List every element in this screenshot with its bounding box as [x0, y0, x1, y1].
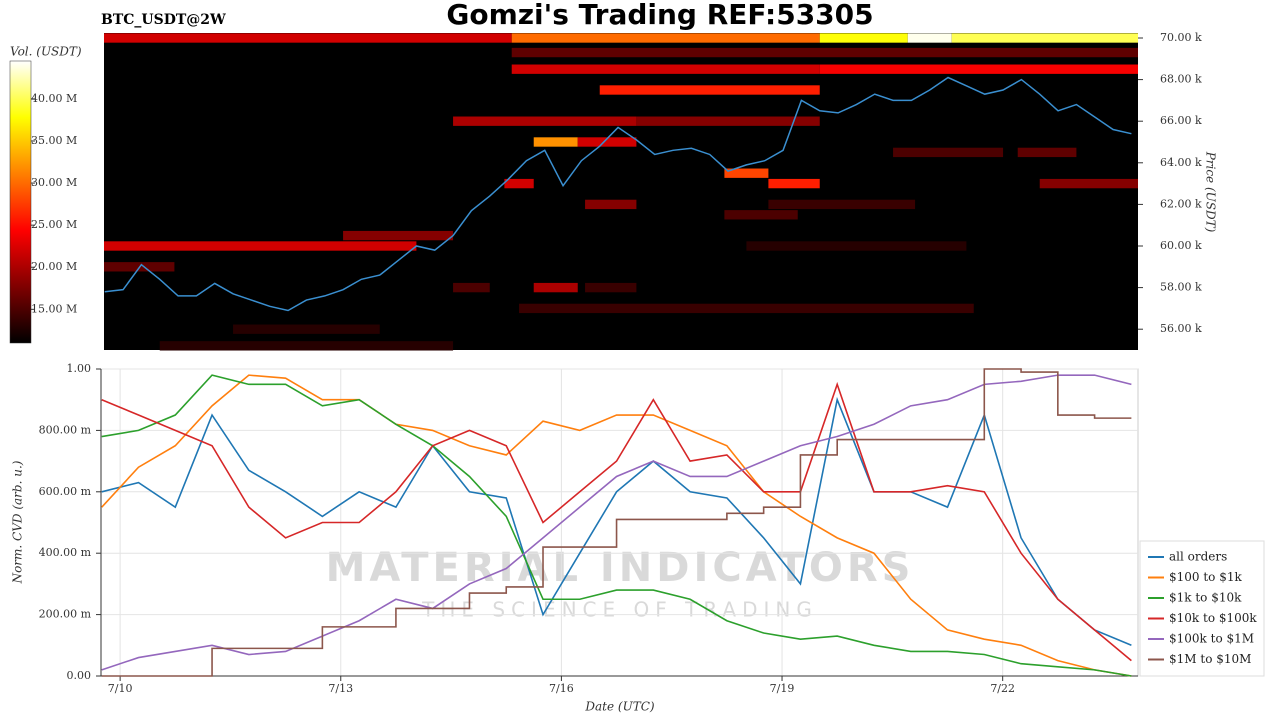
y-tick-label: 400.00 m [39, 546, 92, 559]
x-tick-label: 7/16 [549, 682, 574, 695]
heat-cell [577, 137, 637, 147]
colorbar-tick-label: 40.00 M [31, 92, 77, 105]
y-tick-label: 1.00 [67, 362, 92, 375]
heat-cell [104, 241, 417, 251]
heat-cell [599, 85, 820, 95]
colorbar-tick-label: 30.00 M [31, 176, 77, 189]
watermark: MATERIAL INDICATORS [326, 545, 915, 591]
x-tick-label: 7/19 [770, 682, 795, 695]
y-tick-label: 600.00 m [39, 485, 92, 498]
heat-cell [768, 178, 820, 189]
series-line [101, 368, 1132, 677]
chart-subtitle: BTC_USDT@2W [101, 12, 226, 28]
heat-cell [819, 33, 908, 43]
heat-cell [453, 116, 637, 126]
heat-cell [768, 199, 916, 210]
y-axis-label: Price (USDT) [1204, 151, 1218, 233]
legend-label: $1k to $10k [1169, 591, 1242, 605]
colorbar-label: Vol. (USDT) [10, 45, 82, 59]
legend-label: $1M to $10M [1169, 652, 1251, 666]
legend-label: $100 to $1k [1169, 570, 1242, 584]
x-tick-label: 7/10 [108, 682, 133, 695]
heat-cell [159, 341, 454, 351]
colorbar-tick-label: 20.00 M [31, 260, 77, 273]
series-line [101, 374, 1132, 671]
legend-label: $10k to $100k [1169, 611, 1257, 625]
y-tick-label: 64.00 k [1160, 156, 1202, 169]
series-line [101, 396, 1132, 647]
legend-label: all orders [1169, 550, 1227, 564]
heat-cell [453, 282, 490, 293]
legend-label: $100k to $1M [1169, 632, 1254, 646]
heat-cell [504, 178, 534, 189]
heat-cell [585, 199, 637, 210]
price-line [104, 76, 1132, 312]
heat-cell [519, 303, 974, 314]
y-tick-label: 800.00 m [39, 423, 92, 436]
series-line [101, 381, 1132, 662]
x-tick-label: 7/22 [990, 682, 1015, 695]
y-tick-label: 0.00 [67, 669, 92, 682]
heat-cell [233, 324, 380, 334]
colorbar-tick-label: 25.00 M [31, 218, 77, 231]
heat-cell [585, 282, 637, 293]
heat-cell [724, 210, 798, 220]
y-tick-label: 68.00 k [1160, 73, 1202, 86]
heat-cell [907, 33, 952, 43]
series-line [101, 374, 1132, 677]
colorbar-tick-label: 15.00 M [31, 302, 77, 315]
y-tick-label: 62.00 k [1160, 197, 1202, 210]
heat-cell [511, 47, 1138, 58]
y-tick-label: 200.00 m [39, 608, 92, 621]
heat-cell [636, 116, 820, 126]
heat-cell [533, 282, 578, 293]
y-tick-label: 66.00 k [1160, 114, 1202, 127]
heat-cell [1017, 147, 1077, 158]
colorbar-tick-label: 35.00 M [31, 134, 77, 147]
heat-cell [104, 33, 512, 43]
series-line [101, 374, 1132, 677]
y-tick-label: 60.00 k [1160, 239, 1202, 252]
y-tick-label: 70.00 k [1160, 31, 1202, 44]
watermark: THE SCIENCE OF TRADING [421, 598, 818, 622]
heat-cell [343, 230, 454, 241]
heat-cell [746, 241, 967, 251]
heat-cell [1039, 178, 1138, 189]
heat-cell [819, 64, 1138, 74]
chart-title: Gomzi's Trading REF:53305 [446, 0, 873, 31]
y-axis-label: Norm. CVD (arb. u.) [11, 460, 25, 584]
x-axis-label: Date (UTC) [584, 700, 654, 714]
heat-cell [893, 147, 1004, 158]
heat-cell [511, 33, 820, 43]
colorbar [9, 60, 32, 344]
legend-box [1139, 540, 1265, 677]
heat-cell [951, 33, 1138, 43]
heat-cell [533, 137, 578, 147]
heat-cell [724, 168, 769, 178]
y-tick-label: 56.00 k [1160, 322, 1202, 335]
y-tick-label: 58.00 k [1160, 281, 1202, 294]
x-tick-label: 7/13 [328, 682, 353, 695]
heat-cell [511, 64, 820, 74]
